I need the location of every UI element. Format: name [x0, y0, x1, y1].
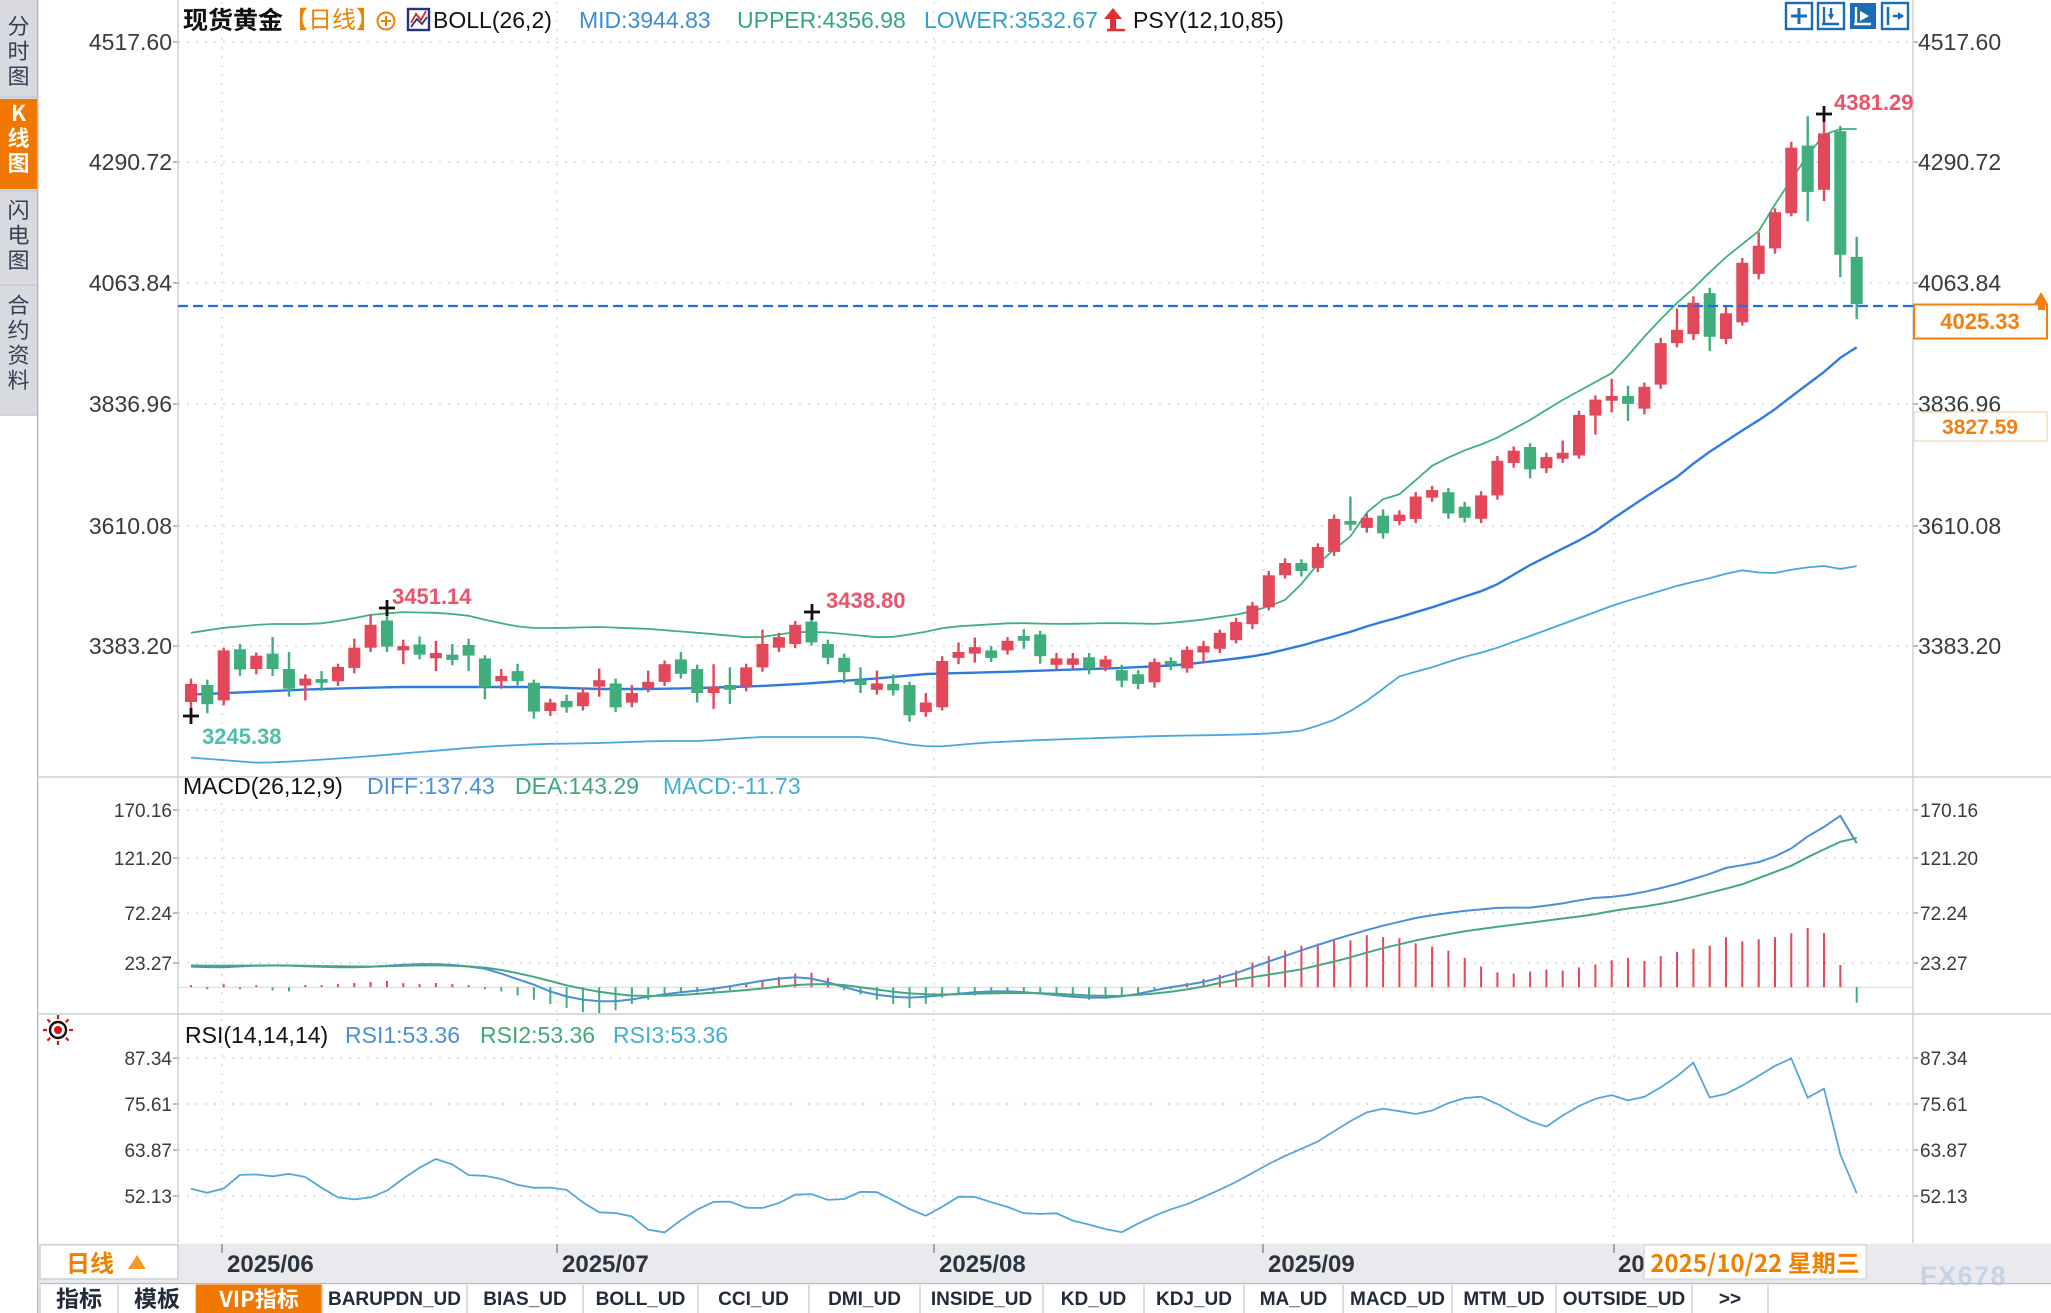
svg-text:87.34: 87.34	[124, 1049, 172, 1070]
svg-text:MA_UD: MA_UD	[1260, 1289, 1328, 1310]
svg-text:170.16: 170.16	[1920, 801, 1978, 822]
svg-text:FX678: FX678	[1920, 1261, 2007, 1291]
svg-text:3610.08: 3610.08	[1918, 513, 2001, 539]
svg-text:63.87: 63.87	[1920, 1141, 1968, 1162]
svg-text:4517.60: 4517.60	[1918, 29, 2001, 55]
svg-text:CCI_UD: CCI_UD	[718, 1289, 789, 1310]
svg-text:72.24: 72.24	[124, 904, 172, 925]
svg-text:BOLL(26,2): BOLL(26,2)	[433, 7, 552, 33]
svg-text:2025/08: 2025/08	[939, 1251, 1026, 1278]
svg-text:DEA:143.29: DEA:143.29	[515, 773, 639, 799]
svg-text:2025/07: 2025/07	[562, 1251, 649, 1278]
svg-text:BIAS_UD: BIAS_UD	[483, 1289, 566, 1310]
svg-text:52.13: 52.13	[1920, 1187, 1968, 1208]
svg-text:OUTSIDE_UD: OUTSIDE_UD	[1563, 1289, 1685, 1310]
svg-text:3383.20: 3383.20	[89, 633, 172, 659]
svg-text:3836.96: 3836.96	[89, 391, 172, 417]
svg-text:121.20: 121.20	[114, 849, 172, 870]
svg-text:3451.14: 3451.14	[392, 584, 472, 609]
svg-text:>>: >>	[1719, 1289, 1741, 1310]
svg-text:BARUPDN_UD: BARUPDN_UD	[328, 1289, 461, 1310]
svg-text:MACD(26,12,9): MACD(26,12,9)	[183, 773, 343, 799]
svg-text:MID:3944.83: MID:3944.83	[579, 7, 711, 33]
svg-text:MACD_UD: MACD_UD	[1350, 1289, 1445, 1310]
svg-text:63.87: 63.87	[124, 1141, 172, 1162]
svg-text:4063.84: 4063.84	[1918, 270, 2001, 296]
svg-text:23.27: 23.27	[124, 954, 172, 975]
svg-text:23.27: 23.27	[1920, 954, 1968, 975]
svg-text:2025/09: 2025/09	[1268, 1251, 1355, 1278]
svg-text:4063.84: 4063.84	[89, 270, 172, 296]
svg-text:RSI(14,14,14): RSI(14,14,14)	[185, 1022, 328, 1048]
svg-text:4290.72: 4290.72	[89, 149, 172, 175]
svg-text:3383.20: 3383.20	[1918, 633, 2001, 659]
svg-text:75.61: 75.61	[124, 1095, 172, 1116]
svg-text:75.61: 75.61	[1920, 1095, 1968, 1116]
svg-text:87.34: 87.34	[1920, 1049, 1968, 1070]
svg-text:RSI1:53.36: RSI1:53.36	[345, 1022, 460, 1048]
svg-text:UPPER:4356.98: UPPER:4356.98	[737, 7, 906, 33]
svg-text:KDJ_UD: KDJ_UD	[1156, 1289, 1232, 1310]
svg-text:BOLL_UD: BOLL_UD	[596, 1289, 686, 1310]
svg-text:DMI_UD: DMI_UD	[828, 1289, 901, 1310]
svg-text:3438.80: 3438.80	[826, 588, 906, 613]
svg-text:4025.33: 4025.33	[1940, 309, 2020, 334]
svg-text:RSI2:53.36: RSI2:53.36	[480, 1022, 595, 1048]
svg-text:MACD:-11.73: MACD:-11.73	[663, 773, 801, 799]
svg-text:PSY(12,10,85): PSY(12,10,85)	[1133, 7, 1284, 33]
svg-text:52.13: 52.13	[124, 1187, 172, 1208]
svg-text:LOWER:3532.67: LOWER:3532.67	[924, 7, 1098, 33]
svg-text:INSIDE_UD: INSIDE_UD	[931, 1289, 1032, 1310]
svg-text:3245.38: 3245.38	[202, 724, 282, 749]
svg-text:KD_UD: KD_UD	[1061, 1289, 1126, 1310]
svg-text:170.16: 170.16	[114, 801, 172, 822]
svg-text:3827.59: 3827.59	[1942, 416, 2018, 439]
svg-text:4290.72: 4290.72	[1918, 149, 2001, 175]
svg-text:4517.60: 4517.60	[89, 29, 172, 55]
svg-text:DIFF:137.43: DIFF:137.43	[367, 773, 495, 799]
svg-text:121.20: 121.20	[1920, 849, 1978, 870]
svg-text:RSI3:53.36: RSI3:53.36	[613, 1022, 728, 1048]
svg-text:2025/06: 2025/06	[227, 1251, 314, 1278]
svg-text:72.24: 72.24	[1920, 904, 1968, 925]
svg-text:3610.08: 3610.08	[89, 513, 172, 539]
svg-text:4381.29: 4381.29	[1834, 90, 1914, 115]
svg-text:MTM_UD: MTM_UD	[1463, 1289, 1544, 1310]
